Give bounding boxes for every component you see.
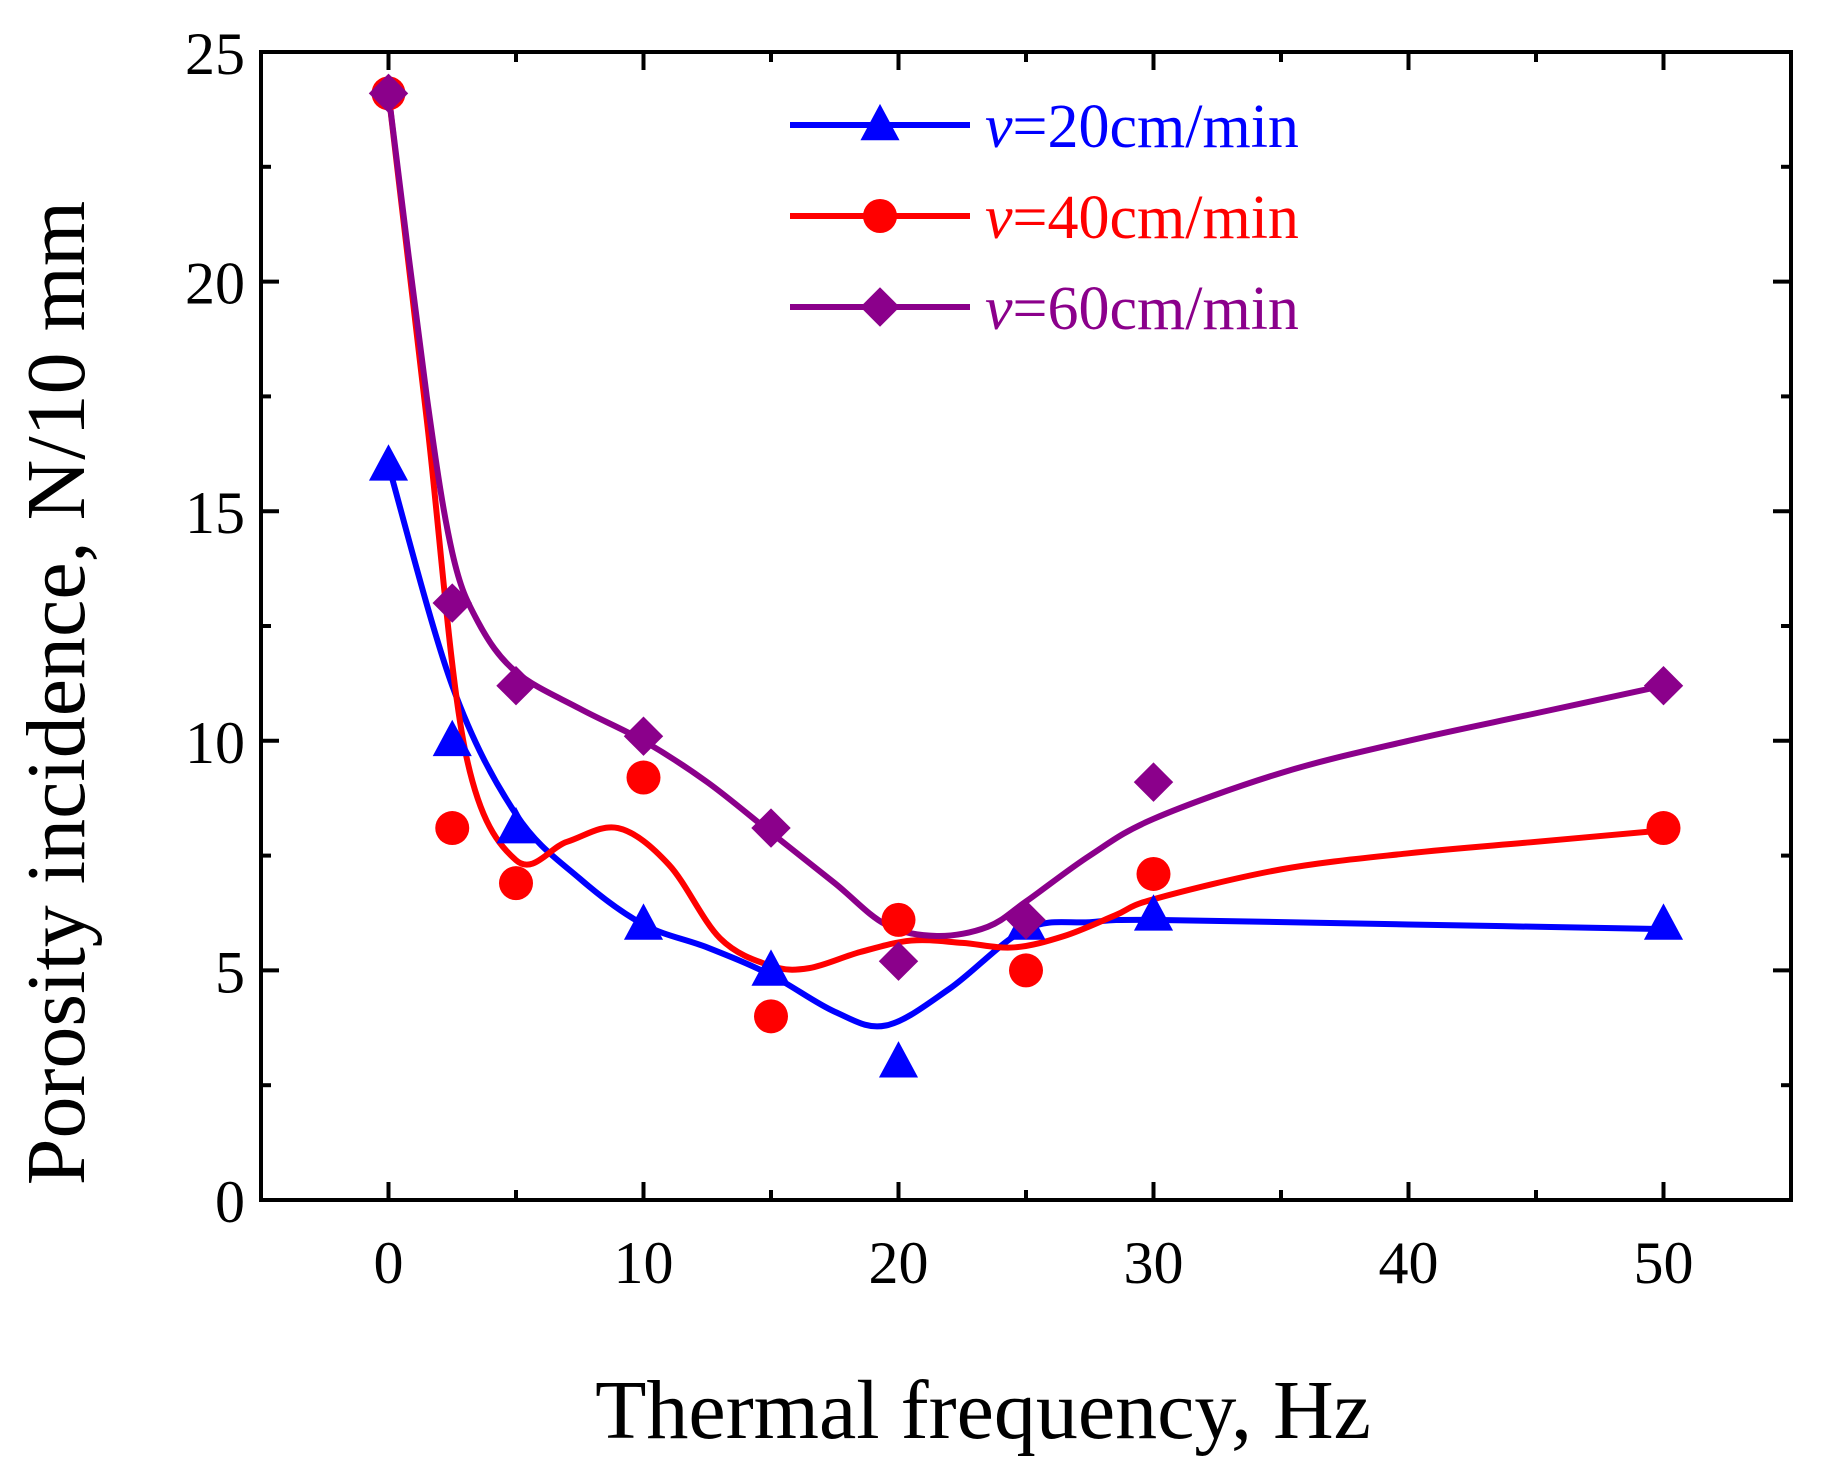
y-axis-title: Porosity incidence, N/10 mm [10, 201, 103, 1186]
legend-label-variable: v [985, 93, 1013, 161]
legend-label-2: v=40cm/min [985, 184, 1299, 252]
legend-label-variable: v [985, 275, 1013, 343]
series-3-point [368, 73, 409, 114]
x-tick-label: 20 [869, 1230, 929, 1296]
series-2-point [499, 866, 533, 901]
series-1-point [368, 444, 409, 481]
series-2-point [881, 902, 916, 937]
series-1-point [878, 1041, 919, 1078]
series-1-point [1133, 894, 1174, 931]
x-tick-label: 40 [1379, 1230, 1439, 1296]
series-2-point [1136, 856, 1171, 891]
x-tick-label: 0 [374, 1230, 404, 1296]
legend-label-1: v=20cm/min [985, 93, 1299, 161]
x-tick-label: 10 [614, 1230, 674, 1296]
series-3-point [1006, 900, 1046, 940]
x-tick-label: 30 [1124, 1230, 1184, 1296]
y-tick-label: 20 [185, 251, 245, 317]
legend-label-variable: v [985, 184, 1013, 252]
series-2-point [1646, 811, 1681, 846]
series-1-point [623, 903, 664, 940]
legend-label-value: =20cm/min [1013, 93, 1299, 161]
series-3-point [432, 583, 472, 623]
legend-marker-3 [860, 287, 900, 327]
series-3-point [1133, 762, 1174, 802]
series-1-point [496, 806, 536, 844]
series-3-point [623, 716, 664, 756]
legend-label-value: =60cm/min [1013, 275, 1299, 343]
data-markers [368, 73, 1684, 1078]
y-tick-label: 5 [215, 939, 245, 1005]
series-2-point [435, 811, 470, 846]
series-1-fit-curve [385, 462, 1667, 1030]
series-2-point [626, 760, 661, 795]
legend-marker-1 [860, 103, 900, 141]
x-axis-title: Thermal frequency, Hz [595, 1364, 1371, 1457]
series-3-point [878, 941, 919, 981]
y-tick-label: 15 [185, 480, 245, 546]
series-1-point [1643, 903, 1684, 940]
series-3-point [1643, 665, 1684, 706]
series-3-fit-curve [385, 90, 1667, 939]
y-tick-label: 10 [185, 710, 245, 776]
legend-label-value: =40cm/min [1013, 184, 1299, 252]
series-3-point [496, 665, 536, 706]
grid-and-axes: 0 10 20 30 40 50 0 5 10 15 20 25 [185, 21, 1793, 1296]
series-2-point [1009, 953, 1043, 988]
y-tick-label: 0 [215, 1169, 245, 1235]
legend-marker-2 [863, 199, 897, 233]
legend-label-3: v=60cm/min [985, 275, 1299, 343]
y-tick-label: 25 [185, 21, 245, 87]
series-3-point [751, 808, 791, 848]
series-2-point [754, 999, 788, 1034]
series-1-point [751, 949, 791, 986]
series-1-point [432, 719, 472, 757]
x-tick-label: 50 [1634, 1230, 1694, 1296]
